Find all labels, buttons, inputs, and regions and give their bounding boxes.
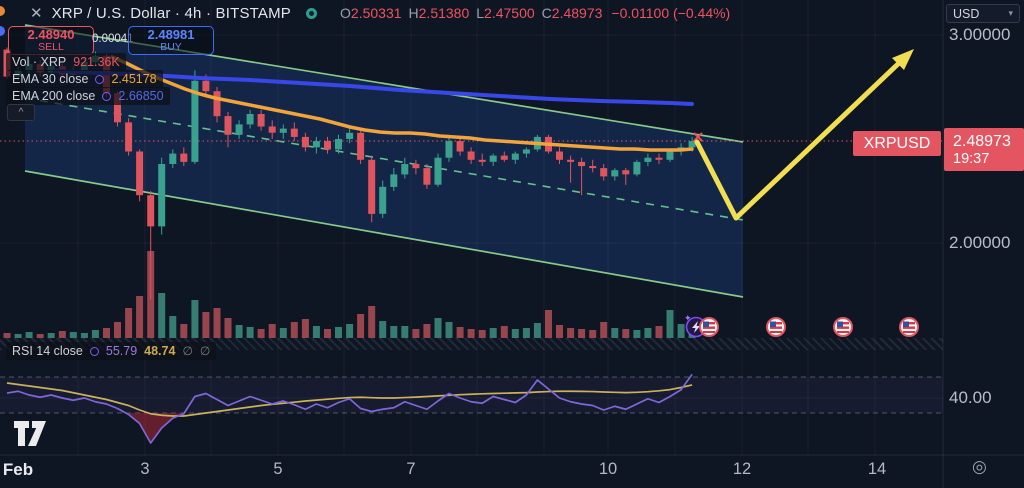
sell-button[interactable]: 2.48940 SELL bbox=[8, 26, 94, 55]
us-flag-event-icon bbox=[699, 317, 719, 337]
ema30-label: EMA 30 close bbox=[12, 72, 89, 86]
high-label: H bbox=[408, 5, 419, 21]
rsi-line bbox=[6, 373, 693, 444]
market-status-icon bbox=[306, 7, 318, 19]
sell-price: 2.48940 bbox=[27, 27, 75, 43]
buy-price: 2.48981 bbox=[147, 27, 195, 43]
buy-button[interactable]: 2.48981 BUY bbox=[128, 26, 214, 55]
price-axis-label: 3.00000 bbox=[949, 25, 1011, 44]
event-markers[interactable]: ✦ bbox=[684, 313, 919, 338]
tradingview-logo-icon[interactable] bbox=[13, 419, 49, 449]
chevron-down-icon: ▾ bbox=[1008, 8, 1013, 18]
projection-arrow-drawing[interactable] bbox=[694, 49, 914, 221]
price-axis-label: 40.00 bbox=[949, 388, 992, 407]
open-label: O bbox=[340, 5, 351, 21]
rsi-ma-line bbox=[6, 382, 693, 417]
time-axis-label: 5 bbox=[273, 460, 283, 478]
time-axis-label: 12 bbox=[732, 460, 752, 478]
rsi-label: RSI 14 close bbox=[12, 344, 83, 358]
collapse-legend-button[interactable]: ^ bbox=[7, 104, 35, 121]
scroll-to-realtime-icon[interactable]: ◎ bbox=[972, 457, 987, 476]
low-value: 2.47500 bbox=[484, 5, 535, 21]
chart-header: ✕ XRP / U.S. Dollar · 4h · BITSTAMP O2.5… bbox=[30, 4, 730, 23]
ema200-value: 2.66850 bbox=[118, 89, 164, 103]
time-axis-label: Feb bbox=[2, 460, 34, 479]
volume-label: Vol · XRP bbox=[12, 55, 67, 69]
symbol-price-tag: XRPUSD bbox=[853, 131, 941, 156]
time-axis-label: 3 bbox=[140, 460, 150, 478]
sell-label: SELL bbox=[38, 40, 64, 53]
candle-countdown: 19:37 bbox=[953, 150, 990, 167]
rsi-ma-value: 48.74 bbox=[144, 344, 176, 358]
price-axis-label: 2.00000 bbox=[949, 233, 1011, 252]
close-icon[interactable]: ✕ bbox=[30, 5, 43, 22]
ema-200-line[interactable] bbox=[53, 69, 694, 106]
descending-channel-drawing[interactable] bbox=[24, 24, 744, 298]
volume-value: 921.36K bbox=[73, 55, 120, 69]
empty-set-icon: ∅ bbox=[182, 344, 193, 358]
us-flag-event-icon bbox=[766, 317, 786, 337]
indicator-loop-icon[interactable] bbox=[89, 346, 99, 356]
toolbar-partial-icon-orange bbox=[0, 6, 5, 16]
rsi-legend[interactable]: RSI 14 close 55.79 48.74 ∅ ∅ bbox=[6, 342, 217, 360]
indicator-loop-icon[interactable] bbox=[102, 91, 112, 101]
ema200-legend[interactable]: EMA 200 close 2.66850 bbox=[6, 87, 170, 105]
currency-dropdown[interactable]: USD ▾ bbox=[946, 4, 1020, 23]
toolbar-partial-icon-blue bbox=[0, 26, 5, 36]
indicator-loop-icon[interactable] bbox=[95, 74, 105, 84]
ema-30-line[interactable] bbox=[110, 55, 694, 152]
ema30-value: 2.45178 bbox=[111, 72, 157, 86]
empty-set-icon: ∅ bbox=[199, 344, 211, 358]
us-flag-event-icon bbox=[833, 317, 853, 337]
high-value: 2.51380 bbox=[418, 5, 470, 21]
time-axis-label: 14 bbox=[867, 460, 887, 478]
change-value: −0.01100 (−0.44%) bbox=[611, 5, 731, 21]
us-flag-event-icon bbox=[899, 317, 919, 337]
buy-label: BUY bbox=[160, 40, 182, 53]
spread-value: 0.00041 bbox=[92, 33, 134, 45]
rsi-pane bbox=[0, 373, 943, 444]
time-axis-label: 7 bbox=[406, 460, 416, 478]
time-axis-label: 10 bbox=[598, 460, 618, 478]
ema200-label: EMA 200 close bbox=[12, 89, 96, 103]
volume-legend[interactable]: Vol · XRP 921.36K bbox=[6, 53, 126, 71]
low-label: L bbox=[476, 5, 485, 21]
symbol-title[interactable]: XRP / U.S. Dollar · 4h · BITSTAMP bbox=[51, 4, 292, 22]
currency-value: USD bbox=[953, 6, 980, 21]
last-candle-marker bbox=[693, 132, 703, 142]
svg-text:✦: ✦ bbox=[684, 313, 692, 323]
rsi-main-value: 55.79 bbox=[105, 344, 138, 358]
close-value: 2.48973 bbox=[551, 5, 603, 21]
pane-separator-hatch[interactable] bbox=[0, 338, 943, 350]
close-label: C bbox=[541, 5, 552, 21]
open-value: 2.50331 bbox=[350, 5, 402, 21]
last-price-tag: 2.48973 19:37 bbox=[944, 128, 1024, 171]
last-price-value: 2.48973 bbox=[953, 132, 1011, 150]
ema30-legend[interactable]: EMA 30 close 2.45178 bbox=[6, 70, 163, 88]
ohlc-values: O2.50331 H2.51380 L2.47500 C2.48973 −0.0… bbox=[340, 5, 730, 21]
